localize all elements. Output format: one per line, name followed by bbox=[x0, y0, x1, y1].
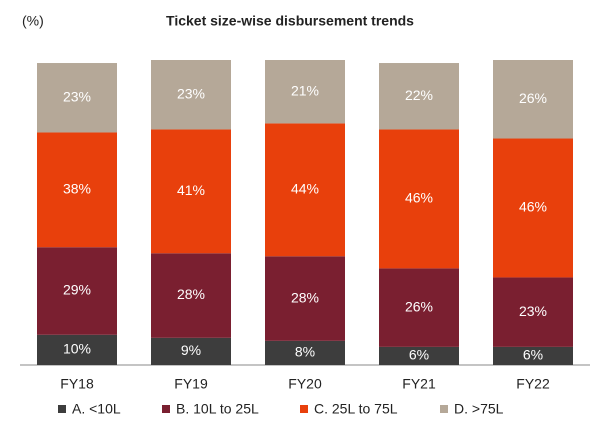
x-tick-label: FY20 bbox=[288, 376, 322, 392]
value-label: 23% bbox=[63, 88, 91, 104]
legend-swatch bbox=[162, 405, 170, 413]
value-label: 23% bbox=[519, 303, 547, 319]
bar-segment bbox=[265, 60, 345, 124]
bar-segment bbox=[265, 256, 345, 341]
value-label: 21% bbox=[291, 82, 319, 98]
legend-label: A. <10L bbox=[72, 401, 121, 417]
x-tick-label: FY18 bbox=[60, 376, 94, 392]
value-label: 10% bbox=[63, 341, 91, 357]
bar-segment bbox=[151, 129, 231, 254]
bar-segment bbox=[151, 60, 231, 130]
bar-segment bbox=[379, 346, 459, 365]
value-label: 26% bbox=[519, 90, 547, 106]
legend-swatch bbox=[440, 405, 448, 413]
bar-segment bbox=[37, 247, 117, 335]
legend-swatch bbox=[58, 405, 66, 413]
bar-segment bbox=[265, 123, 345, 257]
bar-segment bbox=[37, 334, 117, 365]
legend-label: B. 10L to 25L bbox=[176, 401, 259, 417]
value-label: 38% bbox=[63, 181, 91, 197]
value-label: 26% bbox=[405, 298, 433, 314]
bar-segment bbox=[37, 132, 117, 248]
bar-segment bbox=[493, 346, 573, 365]
bar-segment bbox=[151, 253, 231, 338]
value-label: 46% bbox=[405, 190, 433, 206]
value-label: 23% bbox=[177, 85, 205, 101]
chart-title: Ticket size-wise disbursement trends bbox=[166, 13, 414, 29]
bar-segment bbox=[379, 268, 459, 347]
legend-label: D. >75L bbox=[454, 401, 504, 417]
bar-segment bbox=[493, 138, 573, 278]
value-label: 6% bbox=[523, 347, 543, 363]
legend-swatch bbox=[300, 405, 308, 413]
bar-segment bbox=[379, 63, 459, 130]
x-tick-label: FY21 bbox=[402, 376, 436, 392]
bar-segment bbox=[493, 277, 573, 347]
value-label: 8% bbox=[295, 344, 315, 360]
value-label: 28% bbox=[177, 286, 205, 302]
value-label: 46% bbox=[519, 199, 547, 215]
value-label: 28% bbox=[291, 289, 319, 305]
bar-segment bbox=[493, 60, 573, 139]
value-label: 44% bbox=[291, 181, 319, 197]
x-tick-label: FY19 bbox=[174, 376, 208, 392]
value-label: 29% bbox=[63, 282, 91, 298]
y-unit-label: (%) bbox=[22, 13, 44, 29]
bar-segment bbox=[151, 337, 231, 365]
x-tick-label: FY22 bbox=[516, 376, 550, 392]
value-label: 6% bbox=[409, 347, 429, 363]
bar-segment bbox=[379, 129, 459, 269]
value-label: 22% bbox=[405, 87, 433, 103]
legend-label: C. 25L to 75L bbox=[314, 401, 398, 417]
bar-segment bbox=[265, 340, 345, 365]
value-label: 41% bbox=[177, 182, 205, 198]
bar-segment bbox=[37, 63, 117, 133]
value-label: 9% bbox=[181, 342, 201, 358]
